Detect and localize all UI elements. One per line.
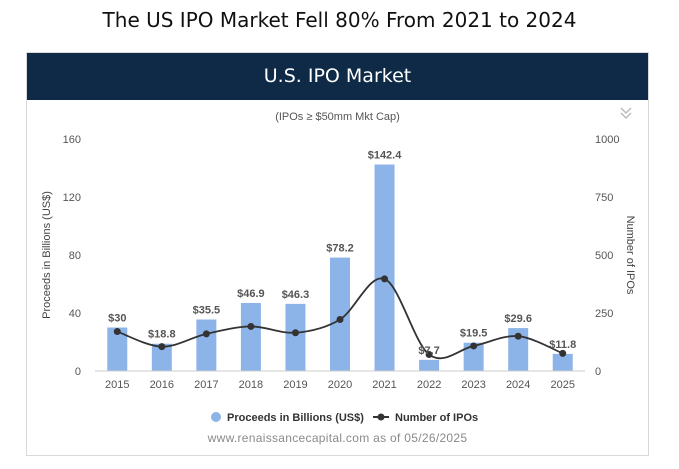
x-tick-2016: 2016 (150, 379, 174, 391)
bar-label-2023: $19.5 (460, 328, 488, 340)
bar-label-2020: $78.2 (326, 243, 354, 255)
x-tick-2020: 2020 (328, 379, 352, 391)
y-tick-160: 160 (63, 134, 81, 146)
x-tick-2024: 2024 (506, 379, 530, 391)
bar-2016[interactable] (151, 343, 172, 371)
source-watermark: www.renaissancecapital.com as of 05/26/2… (207, 431, 468, 445)
legend-proceeds-label[interactable]: Proceeds in Billions (US$) (227, 412, 364, 424)
legend-bar-swatch[interactable] (211, 412, 221, 422)
legend-line-marker (377, 413, 385, 421)
x-tick-2019: 2019 (283, 379, 307, 391)
bar-2025[interactable] (552, 353, 573, 371)
bar-2018[interactable] (240, 302, 261, 371)
bar-label-2019: $46.3 (282, 289, 310, 301)
y-tick-0: 0 (75, 366, 81, 378)
bar-2015[interactable] (107, 327, 128, 372)
x-tick-2017: 2017 (194, 379, 218, 391)
bar-label-2021: $142.4 (368, 150, 403, 162)
bar-2022[interactable] (419, 359, 440, 371)
ipo-count-point-2021[interactable] (381, 275, 389, 283)
ipo-count-point-2019[interactable] (291, 329, 299, 337)
x-tick-2025: 2025 (550, 379, 574, 391)
bar-2021[interactable] (374, 164, 395, 371)
y-tick-120: 120 (63, 192, 81, 204)
ipo-count-point-2018[interactable] (247, 322, 255, 330)
y2-tick-500: 500 (595, 250, 613, 262)
bar-2020[interactable] (330, 257, 350, 371)
ipo-count-point-2023[interactable] (470, 342, 478, 350)
bar-2019[interactable] (285, 303, 306, 371)
x-tick-2023: 2023 (461, 379, 485, 391)
legend-ipo-count-label[interactable]: Number of IPOs (395, 412, 478, 424)
ipo-count-point-2024[interactable] (514, 332, 522, 340)
ipo-count-point-2020[interactable] (336, 315, 344, 323)
ipo-count-point-2025[interactable] (559, 349, 567, 357)
bar-label-2018: $46.9 (237, 288, 265, 300)
headline: The US IPO Market Fell 80% From 2021 to … (102, 8, 577, 32)
bar-2024[interactable] (508, 328, 529, 371)
bar-label-2017: $35.5 (193, 305, 221, 317)
ipo-count-point-2017[interactable] (202, 330, 210, 338)
bar-label-2022: $7.7 (418, 345, 439, 357)
chart-banner-title: U.S. IPO Market (27, 53, 648, 100)
y-axis-title: Proceeds in Billions (US$) (41, 191, 53, 319)
bar-label-2024: $29.6 (504, 313, 532, 325)
y2-tick-750: 750 (595, 192, 613, 204)
y2-tick-1000: 1000 (595, 134, 619, 146)
ipo-count-point-2022[interactable] (425, 351, 433, 359)
double-chevron-down-icon[interactable] (619, 106, 633, 120)
y2-tick-250: 250 (595, 308, 613, 320)
bar-label-2025: $11.8 (549, 339, 576, 351)
chart-panel: U.S. IPO Market (IPOs ≥ $50mm Mkt Cap) $… (26, 52, 649, 456)
bar-label-2016: $18.8 (148, 329, 176, 341)
y2-axis-title: Number of IPOs (624, 216, 636, 295)
y-tick-40: 40 (69, 308, 81, 320)
x-tick-2015: 2015 (105, 379, 129, 391)
ipo-count-point-2015[interactable] (113, 328, 121, 336)
ipo-count-point-2016[interactable] (158, 343, 166, 351)
y-tick-80: 80 (69, 250, 81, 262)
bar-label-2015: $30 (108, 313, 126, 325)
bar-2023[interactable] (463, 342, 484, 371)
y2-tick-0: 0 (595, 366, 601, 378)
x-tick-2022: 2022 (417, 379, 441, 391)
chart-subtitle: (IPOs ≥ $50mm Mkt Cap) (275, 111, 400, 123)
bar-2017[interactable] (196, 319, 217, 371)
combo-chart: $30 $18.8 $35.5 $46.9 $46.3 $78.2 $142.4 $7.7 $1… (41, 134, 636, 424)
x-tick-2021: 2021 (372, 379, 396, 391)
x-tick-2018: 2018 (239, 379, 263, 391)
